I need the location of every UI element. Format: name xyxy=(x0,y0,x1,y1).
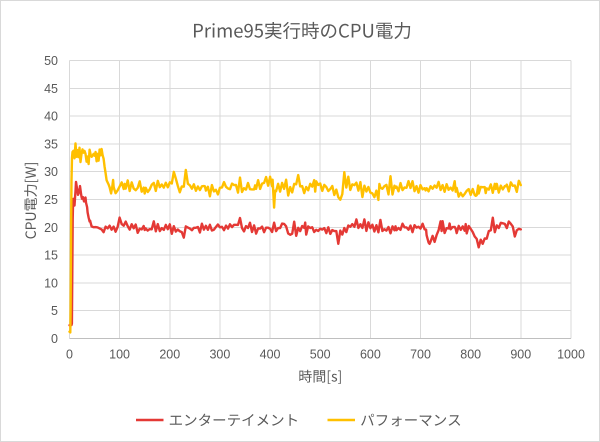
svg-text:0: 0 xyxy=(66,348,73,362)
svg-text:300: 300 xyxy=(209,348,230,362)
svg-text:0: 0 xyxy=(51,332,58,346)
svg-text:45: 45 xyxy=(44,82,58,96)
svg-text:200: 200 xyxy=(159,348,180,362)
svg-text:25: 25 xyxy=(44,193,58,207)
svg-text:1000: 1000 xyxy=(557,348,585,362)
svg-text:600: 600 xyxy=(360,348,381,362)
svg-text:5: 5 xyxy=(51,304,58,318)
svg-text:15: 15 xyxy=(44,249,58,263)
svg-text:20: 20 xyxy=(44,221,58,235)
svg-text:30: 30 xyxy=(44,165,58,179)
svg-text:400: 400 xyxy=(260,348,281,362)
svg-text:50: 50 xyxy=(44,54,58,68)
svg-text:500: 500 xyxy=(310,348,331,362)
svg-text:800: 800 xyxy=(460,348,481,362)
svg-text:10: 10 xyxy=(44,276,58,290)
svg-text:35: 35 xyxy=(44,137,58,151)
svg-text:700: 700 xyxy=(410,348,431,362)
svg-text:100: 100 xyxy=(109,348,130,362)
svg-text:40: 40 xyxy=(44,110,58,124)
svg-text:900: 900 xyxy=(510,348,531,362)
